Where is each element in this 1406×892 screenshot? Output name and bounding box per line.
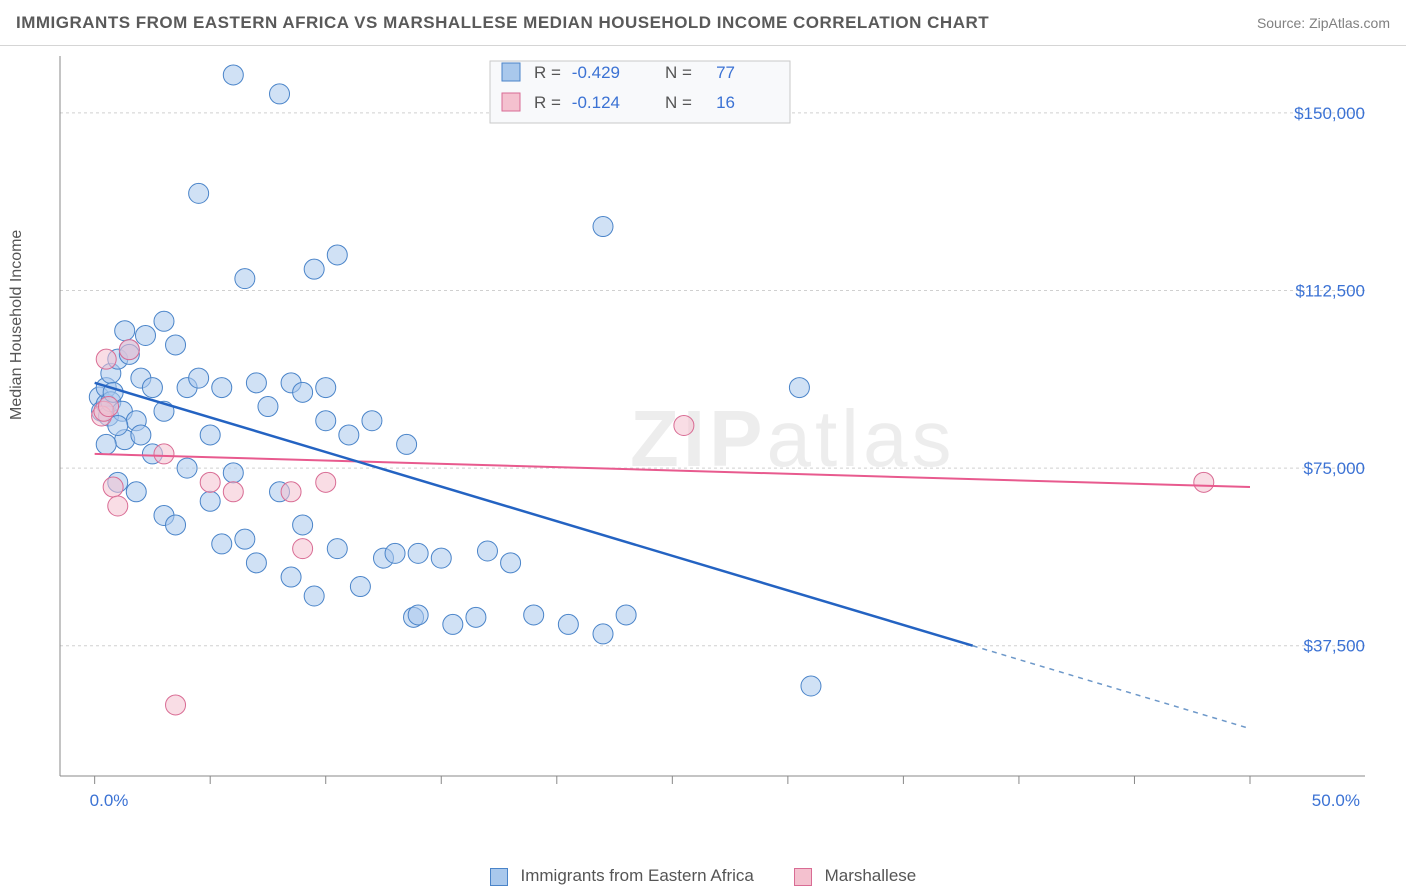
svg-text:16: 16 [716, 93, 735, 112]
svg-text:$37,500: $37,500 [1304, 637, 1365, 656]
svg-text:N =: N = [665, 63, 692, 82]
chart-title: IMMIGRANTS FROM EASTERN AFRICA VS MARSHA… [16, 13, 989, 33]
swatch-blue [490, 868, 508, 886]
svg-text:50.0%: 50.0% [1312, 791, 1360, 810]
title-bar: IMMIGRANTS FROM EASTERN AFRICA VS MARSHA… [0, 0, 1406, 46]
svg-text:-0.429: -0.429 [572, 63, 620, 82]
source-label: Source: ZipAtlas.com [1257, 15, 1390, 31]
legend-item-pink: Marshallese [794, 866, 916, 886]
legend-item-blue: Immigrants from Eastern Africa [490, 866, 754, 886]
svg-text:77: 77 [716, 63, 735, 82]
svg-text:N =: N = [665, 93, 692, 112]
y-axis-label: Median Household Income [8, 230, 26, 420]
swatch-pink [794, 868, 812, 886]
svg-text:-0.124: -0.124 [572, 93, 620, 112]
legend-label-blue: Immigrants from Eastern Africa [521, 866, 754, 885]
svg-text:ZIPatlas: ZIPatlas [630, 394, 955, 483]
svg-text:0.0%: 0.0% [90, 791, 129, 810]
svg-text:$150,000: $150,000 [1294, 104, 1365, 123]
svg-text:$75,000: $75,000 [1304, 459, 1365, 478]
bottom-legend: Immigrants from Eastern Africa Marshalle… [0, 866, 1406, 886]
legend-label-pink: Marshallese [825, 866, 917, 885]
svg-text:$112,500: $112,500 [1295, 281, 1365, 300]
svg-text:R =: R = [534, 93, 561, 112]
scatter-chart: $37,500 $75,000 $112,500 $150,000 ZIPatlas 0.… [50, 56, 1380, 826]
svg-text:R =: R = [534, 63, 561, 82]
